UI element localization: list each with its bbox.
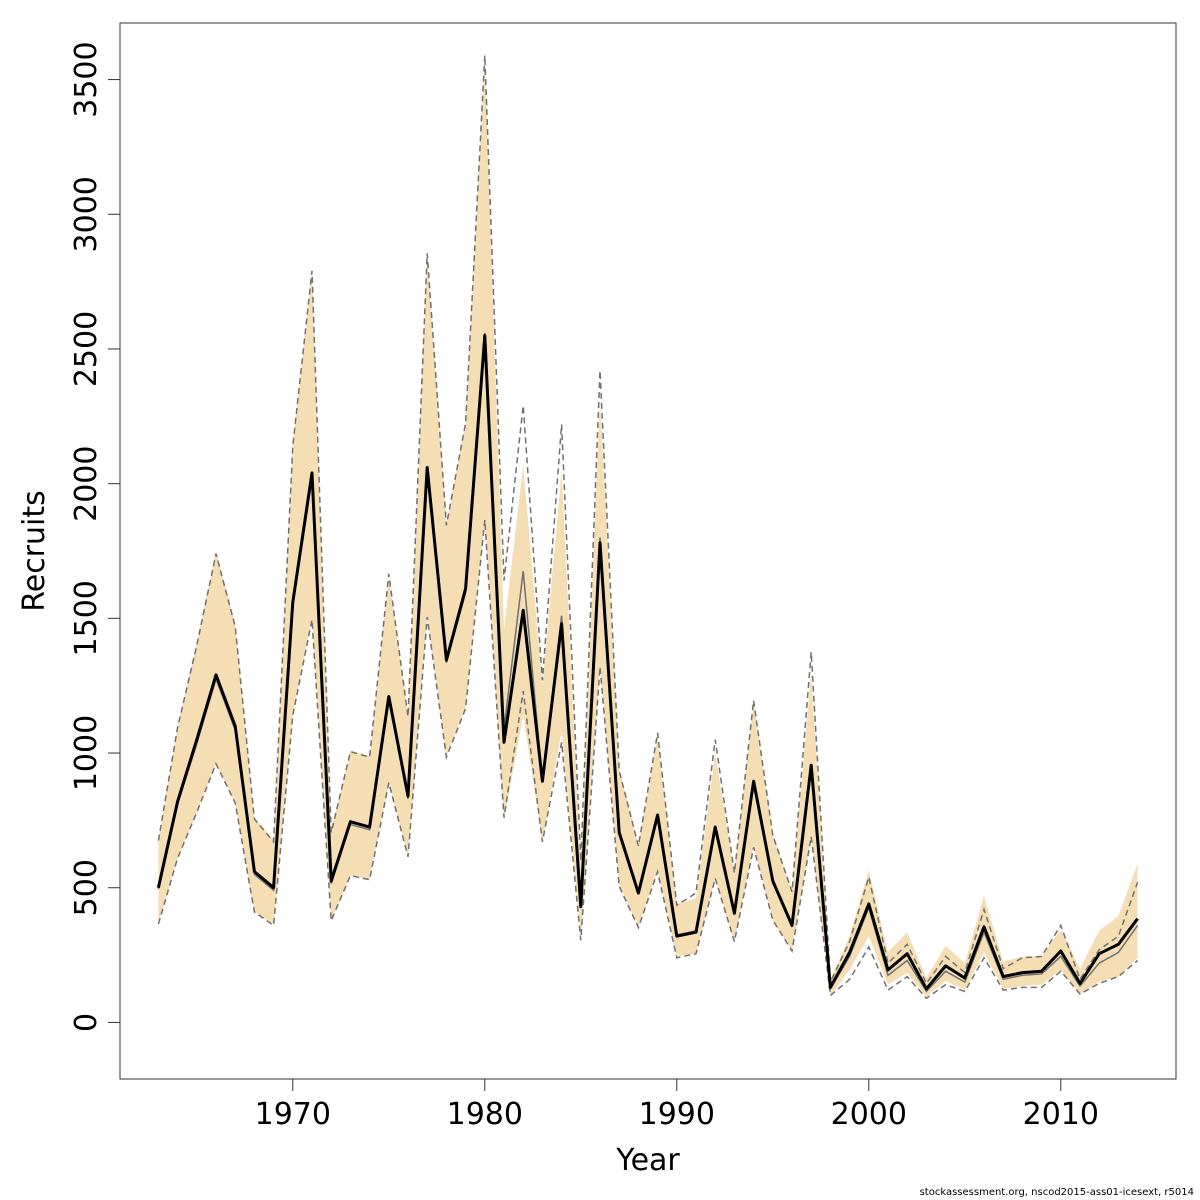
upper-bound-dashed-line: [157, 55, 1139, 985]
x-tick-label: 2010: [1023, 1097, 1099, 1132]
y-tick-label: 3500: [69, 41, 104, 117]
y-tick-label: 3000: [69, 176, 104, 252]
x-axis: 1970 1980 1990 2000 2010: [255, 1078, 1099, 1132]
y-tick-label: 1500: [69, 580, 104, 656]
recruits-estimate-line: [156, 334, 1139, 991]
x-tick-label: 1970: [255, 1097, 331, 1132]
y-tick-label: 2000: [69, 446, 104, 522]
x-axis-label: Year: [615, 1143, 680, 1178]
x-tick-label: 2000: [831, 1097, 907, 1132]
y-axis: 0 500 1000 1500 2000 2500 3000 3500: [69, 41, 121, 1032]
y-tick-label: 500: [69, 859, 104, 916]
plot-frame: [119, 22, 1177, 1080]
y-axis-label: Recruits: [17, 490, 52, 612]
x-tick-label: 1990: [639, 1097, 715, 1132]
x-tick-label: 1980: [447, 1097, 523, 1132]
confidence-band-layer: [158, 58, 1138, 997]
y-tick-label: 1000: [69, 715, 104, 791]
series-lines-layer: [156, 55, 1139, 1000]
footer-credit: stockassessment.org, nscod2015-ass01-ice…: [919, 1187, 1194, 1198]
confidence-band: [158, 58, 1138, 997]
lower-bound-dashed-line: [157, 519, 1139, 1000]
y-tick-label: 2500: [69, 311, 104, 387]
y-tick-label: 0: [69, 1013, 104, 1032]
